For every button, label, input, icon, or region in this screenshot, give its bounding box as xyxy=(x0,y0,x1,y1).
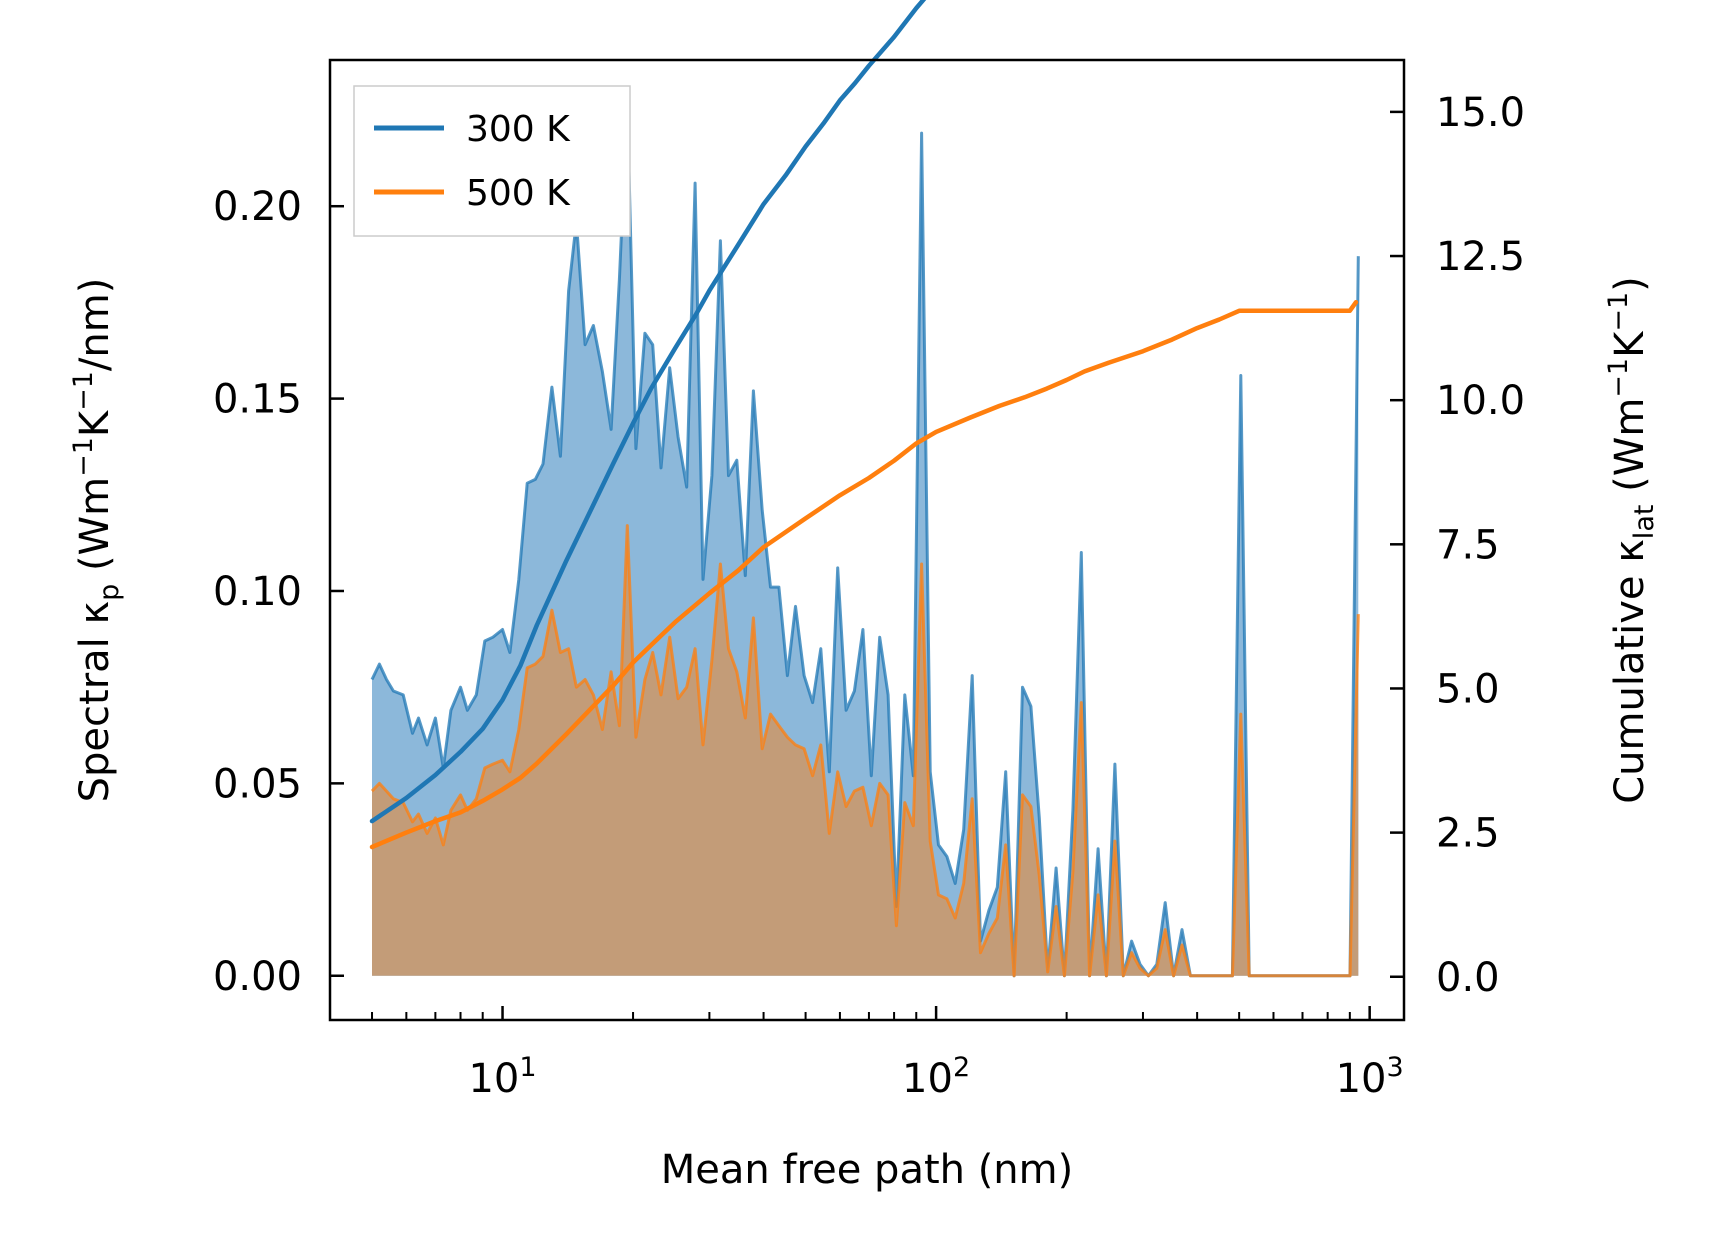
y-left-tick-label: 0.15 xyxy=(213,377,302,423)
spectral-fill-layer xyxy=(370,100,1360,978)
y-right-tick-label: 2.5 xyxy=(1436,811,1500,857)
legend-label-500k: 500 K xyxy=(466,173,571,214)
cumulative-lines-layer xyxy=(369,0,1359,850)
spectral-area-500k xyxy=(372,525,1359,976)
legend: 300 K 500 K xyxy=(353,85,631,237)
y-right-tick-label: 0.0 xyxy=(1436,955,1500,1001)
ticks-layer xyxy=(330,110,1404,1020)
spectral-line-500k xyxy=(370,524,1360,978)
x-axis-title: Mean free path (nm) xyxy=(661,1147,1073,1193)
y-right-tick-label: 12.5 xyxy=(1436,234,1525,280)
y-axis-right-title: Cumulative κlat (Wm−1K−1) xyxy=(1603,276,1660,804)
legend-box xyxy=(353,85,631,237)
y-right-tick-label: 15.0 xyxy=(1436,90,1525,136)
y-right-tick-label: 5.0 xyxy=(1436,666,1500,712)
cumulative-line-500k xyxy=(369,299,1359,850)
x-tick-label: 101 xyxy=(468,1052,536,1102)
y-axis-left-title: Spectral κp (Wm−1K−1/nm) xyxy=(68,278,125,803)
x-tick-label: 103 xyxy=(1336,1052,1404,1102)
y-right-tick-label: 7.5 xyxy=(1436,522,1500,568)
y-right-tick-label: 10.0 xyxy=(1436,378,1525,424)
y-left-tick-label: 0.20 xyxy=(213,184,302,230)
tick-labels-layer: 101 102 103 0.00 0.05 0.10 0.15 0.20 0.0 2.5 5.0 7.… xyxy=(213,90,1525,1102)
y-left-tick-label: 0.10 xyxy=(213,569,302,615)
plot-frame xyxy=(328,58,1406,1022)
cumulative-line-300k xyxy=(369,0,927,824)
x-tick-label: 102 xyxy=(902,1052,970,1102)
legend-label-300k: 300 K xyxy=(466,109,571,150)
y-left-tick-label: 0.05 xyxy=(213,761,302,807)
y-left-tick-label: 0.00 xyxy=(213,954,302,1000)
